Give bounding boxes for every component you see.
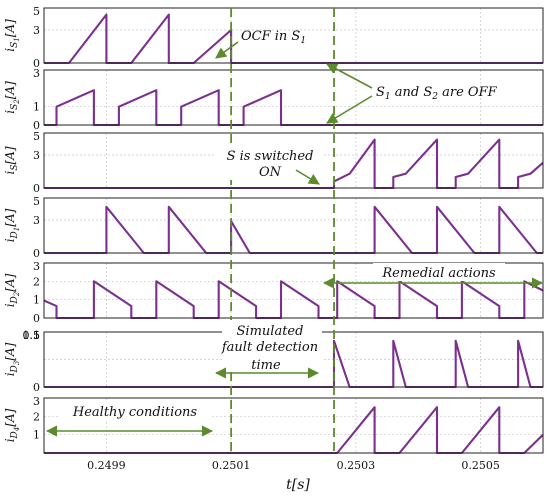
off-arrow-bottom [326,95,373,124]
y-axis-label-is: iS[A] [3,146,20,174]
switch-label-line1: S is switched [227,149,314,164]
y-tick-label: 0 [33,182,40,195]
panel-frame [43,262,544,319]
y-tick-label: 1.5 [23,329,41,342]
panel-frame [43,69,544,126]
switch-arrow [295,169,320,185]
panel-frame [43,397,544,454]
remedial-label-bg [373,263,505,281]
y-tick-label: 5 [33,195,40,208]
off-label: S1 and S2 are OFF [376,85,498,102]
markers-layer [230,8,335,453]
panel-frame [43,197,544,254]
y-tick-label: 1 [33,101,40,114]
y-axis-label-id3: iD3[A] [3,342,21,376]
x-axis-label: t[s] [286,477,310,493]
y-tick-label: 5 [33,5,40,18]
y-tick-label: 0 [33,381,40,394]
healthy-label-bg [60,402,210,420]
x-axis: 0.2499 0.2501 0.2503 0.2505 [87,459,500,472]
y-tick-label: 0 [33,57,40,70]
x-tick-label: 0.2505 [461,459,500,472]
y-axis-label-id1: iD1[A] [3,208,21,242]
sim-label-line3: time [251,358,281,373]
y-tick-label: 3 [33,67,40,80]
panels-layer: 035iS1[A]013iS2[A]035iS[A]035iD1[A]0123i… [3,5,544,455]
remedial-label: Remedial actions [381,266,496,281]
switch-label-bg [216,144,324,180]
panel-frame [43,132,544,189]
panel-background [44,198,543,253]
sim-label-bg [222,320,322,372]
y-tick-label: 3 [33,260,40,273]
panel-background [44,8,543,63]
y-tick-label: 3 [33,24,40,37]
y-tick-label: 0 [33,119,40,132]
y-tick-label: 0.5 [23,329,41,342]
y-tick-label: 1 [33,429,40,442]
panel-id1: 0 3 5 iD1[A] [3,195,544,260]
panel-frame [43,7,544,64]
y-tick-label: 3 [33,395,40,408]
y-axis-label-is1: iS1[A] [3,19,21,52]
panel-background [44,70,543,125]
y-axis-label-is2: iS2[A] [3,81,21,114]
y-tick-label: 0 [33,247,40,260]
sim-label-line1: Simulated [237,324,304,339]
panel-id2: 0 1 2 3 iD2[A] [3,260,544,325]
healthy-label: Healthy conditions [72,405,198,420]
annotations-layer: OCF in S1 S1 and S2 are OFF S is switche… [45,29,544,437]
y-tick-label: 2 [33,410,40,423]
sim-label-line2: fault detection [221,340,318,355]
y-tick-label: 2 [33,275,40,288]
x-tick-label: 0.2501 [212,459,251,472]
y-tick-label: 5 [33,130,40,143]
y-tick-label: 1 [33,294,40,307]
x-tick-label: 0.2499 [87,459,126,472]
x-tick-label: 0.2503 [337,459,376,472]
y-axis-label-id4: iD4[A] [3,408,21,442]
y-tick-label: 1 [33,329,40,342]
off-arrow-top [326,63,373,89]
ocf-label: OCF in S1 [241,29,306,46]
ocf-arrow [215,41,239,59]
trace-id2 [43,280,544,320]
y-tick-label: 0 [33,312,40,325]
panel-is2: 0 1 3 iS2[A] [3,67,544,132]
switch-label-line2: ON [259,165,282,180]
y-tick-label: 3 [33,214,40,227]
y-axis-label-id2: iD2[A] [3,273,21,307]
panel-is1: 0 3 5 iS1[A] [3,5,544,70]
y-tick-label: 3 [33,149,40,162]
